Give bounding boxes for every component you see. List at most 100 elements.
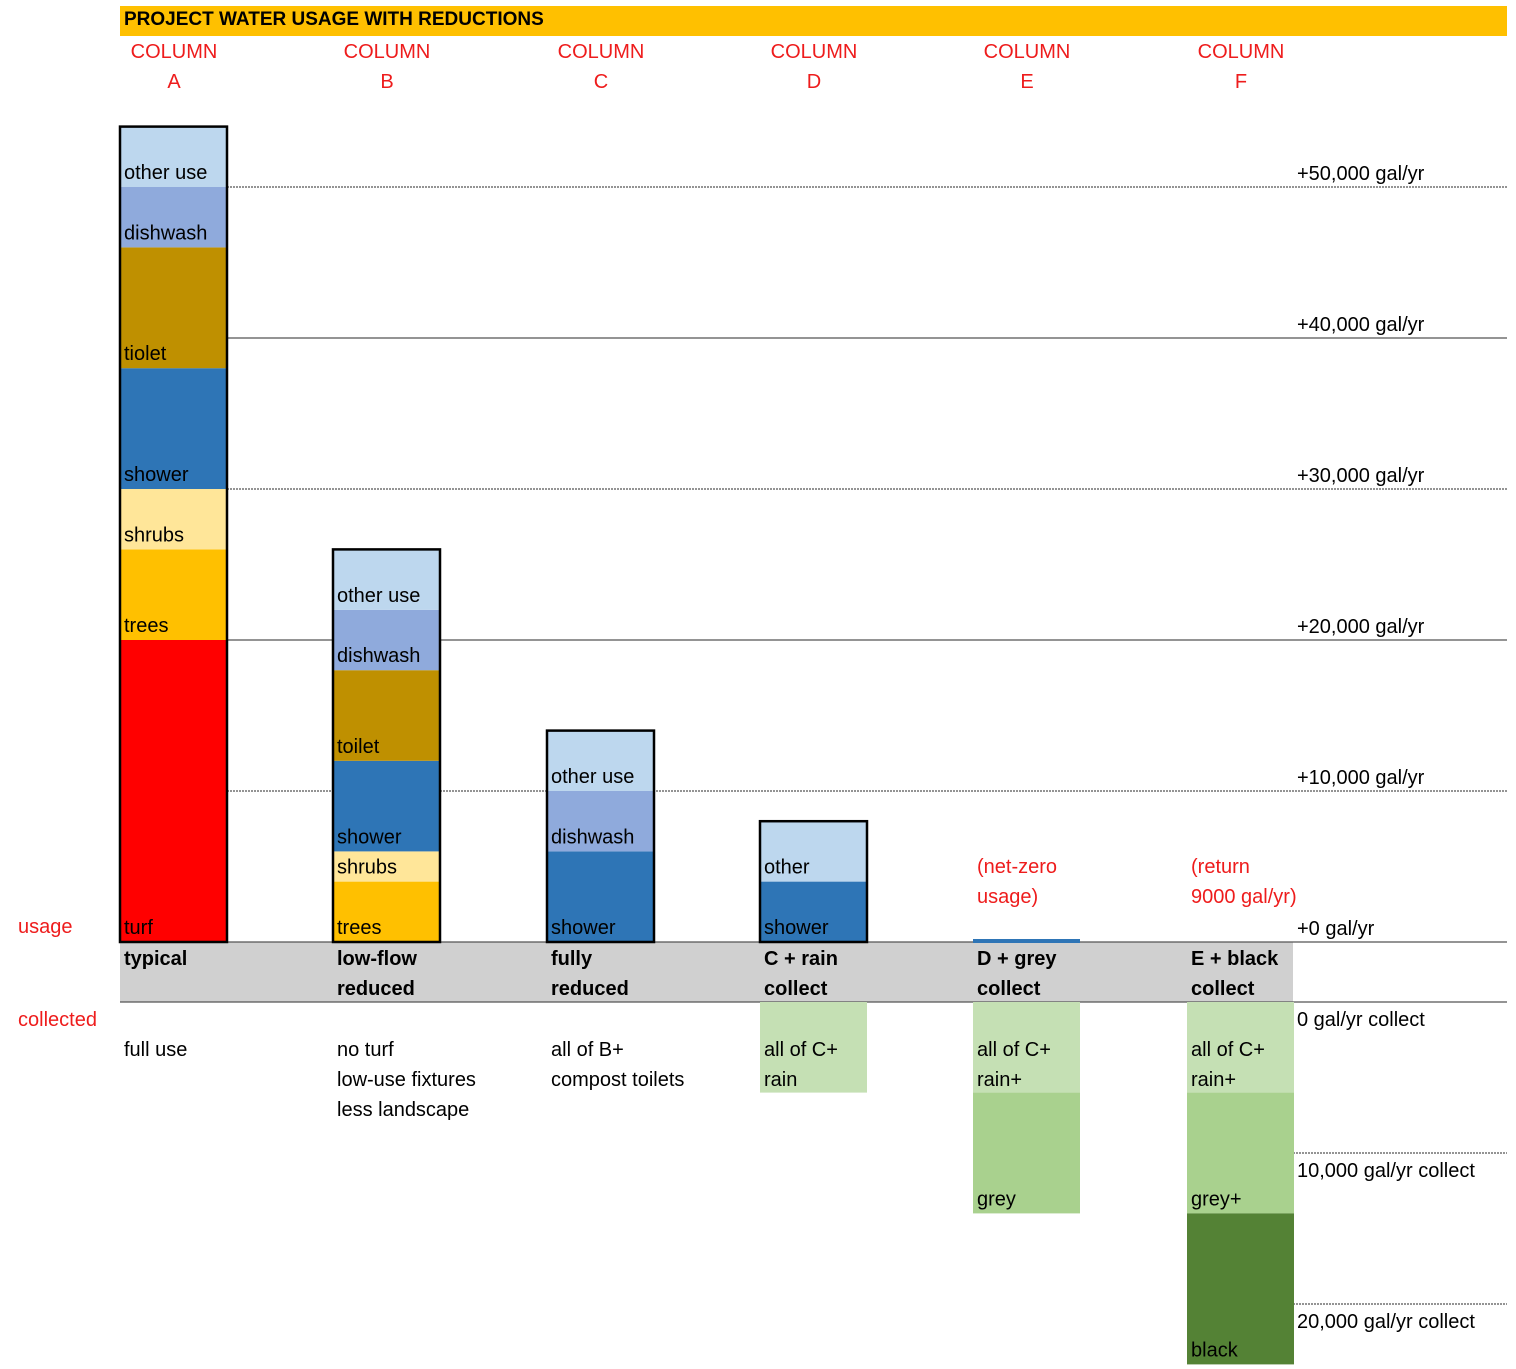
bar-segment-turf (120, 640, 227, 942)
collect-label-black: black (1191, 1339, 1239, 1361)
column-name: E + black (1191, 948, 1279, 970)
usage-axis-label: +10,000 gal/yr (1297, 767, 1425, 789)
bar-outline (118, 125, 229, 944)
bar-segment-toilet (333, 670, 440, 761)
column-description: all of C+ (1191, 1039, 1265, 1061)
column-name: C + rain (764, 948, 838, 970)
collect-segment-rain (760, 1002, 867, 1093)
segment-label-shower: shower (124, 464, 189, 486)
column-heading-f: COLUMN F (1171, 37, 1311, 97)
column-description: full use (124, 1039, 187, 1061)
column-heading-e-line1: COLUMN (983, 41, 1071, 63)
column-name: collect (977, 978, 1041, 1000)
usage-axis-label: +30,000 gal/yr (1297, 465, 1425, 487)
segment-label-trees: trees (124, 615, 168, 637)
collect-segment-rain (1187, 1002, 1294, 1093)
column-heading-b: COLUMN B (317, 37, 457, 97)
column-heading-b-line2: B (380, 71, 394, 93)
segment-label-other_use: other use (124, 162, 207, 184)
collect-segment-rain (973, 1002, 1080, 1093)
column-description: rain (764, 1069, 797, 1091)
column-note: (return (1191, 856, 1250, 878)
collect-axis-label: 0 gal/yr collect (1297, 1009, 1425, 1031)
column-description: all of B+ (551, 1039, 624, 1061)
bar-segment-shrubs (120, 489, 227, 550)
segment-label-shower: shower (764, 917, 829, 939)
usage-axis-label: +0 gal/yr (1297, 918, 1375, 940)
column-description: all of C+ (764, 1039, 838, 1061)
column-name: typical (124, 948, 187, 970)
collect-segment-grey (1187, 1092, 1294, 1214)
column-heading-d: COLUMN D (744, 37, 884, 97)
segment-label-dishwash: dishwash (551, 826, 634, 848)
column-description: rain+ (1191, 1069, 1236, 1091)
column-heading-f-line1: COLUMN (1197, 41, 1285, 63)
collect-segment-grey (973, 1092, 1080, 1214)
column-name: collect (1191, 978, 1255, 1000)
segment-label-toilet: tiolet (124, 343, 167, 365)
bar-segment-other_use (760, 821, 867, 882)
column-description: less landscape (337, 1099, 469, 1121)
label-band (120, 942, 1293, 1002)
collect-segment-black (1187, 1213, 1294, 1365)
column-description: low-use fixtures (337, 1069, 476, 1091)
side-label-collected: collected (18, 1009, 97, 1031)
usage-axis-label: +50,000 gal/yr (1297, 163, 1425, 185)
column-heading-a-line1: COLUMN (130, 41, 218, 63)
bar-outline (331, 548, 442, 944)
column-name: collect (764, 978, 828, 1000)
usage-axis-label: +40,000 gal/yr (1297, 314, 1425, 336)
column-description: compost toilets (551, 1069, 684, 1091)
bar-segment-dishwash (547, 791, 654, 852)
bar-segment-shower (120, 368, 227, 489)
bar-outline (758, 819, 869, 944)
column-note: (net-zero (977, 856, 1057, 878)
column-name: D + grey (977, 948, 1057, 970)
bar-segment-toilet (120, 247, 227, 369)
column-name: low-flow (337, 948, 417, 970)
bar-segment-shower (333, 760, 440, 852)
column-heading-b-line1: COLUMN (343, 41, 431, 63)
column-heading-e-line2: E (1020, 71, 1034, 93)
bar-segment-dishwash (333, 609, 440, 671)
column-heading-e: COLUMN E (957, 37, 1097, 97)
bar-segment-shrubs (333, 851, 440, 882)
bar-segment-dishwash (120, 187, 227, 248)
collect-label-grey: grey+ (1191, 1188, 1242, 1210)
column-description: all of C+ (977, 1039, 1051, 1061)
segment-label-dishwash: dishwash (124, 222, 207, 244)
column-heading-c-line1: COLUMN (557, 41, 645, 63)
segment-label-dishwash: dishwash (337, 645, 420, 667)
column-heading-a-line2: A (167, 71, 181, 93)
bar-outline (545, 729, 656, 944)
side-label-usage: usage (18, 916, 73, 938)
column-description: rain+ (977, 1069, 1022, 1091)
segment-label-turf: turf (124, 917, 153, 939)
column-description: no turf (337, 1039, 394, 1061)
usage-axis-label: +20,000 gal/yr (1297, 616, 1425, 638)
title-bar (120, 6, 1507, 36)
bar-segment-other_use (120, 126, 227, 187)
column-heading-f-line2: F (1234, 71, 1248, 93)
bar-segment-other_use (547, 730, 654, 791)
column-heading-d-line2: D (806, 71, 822, 93)
segment-label-shrubs: shrubs (124, 524, 184, 546)
segment-label-toilet: toilet (337, 736, 380, 758)
collect-axis-label: 10,000 gal/yr collect (1297, 1160, 1475, 1182)
segment-label-other_use: other use (551, 766, 634, 788)
chart-title: PROJECT WATER USAGE WITH REDUCTIONS (124, 9, 544, 30)
segment-label-trees: trees (337, 917, 381, 939)
segment-label-other_use: other (764, 857, 810, 879)
column-heading-c-line2: C (593, 71, 609, 93)
segment-label-other_use: other use (337, 585, 420, 607)
column-heading-c: COLUMN C (531, 37, 671, 97)
column-name: reduced (337, 978, 415, 1000)
bar-segment-trees (333, 881, 440, 942)
column-name: fully (551, 948, 593, 970)
segment-label-shower: shower (337, 826, 402, 848)
segment-label-shower: shower (551, 917, 616, 939)
bar-segment-shower (547, 851, 654, 942)
bar-segment-other_use (333, 549, 440, 610)
column-name: reduced (551, 978, 629, 1000)
